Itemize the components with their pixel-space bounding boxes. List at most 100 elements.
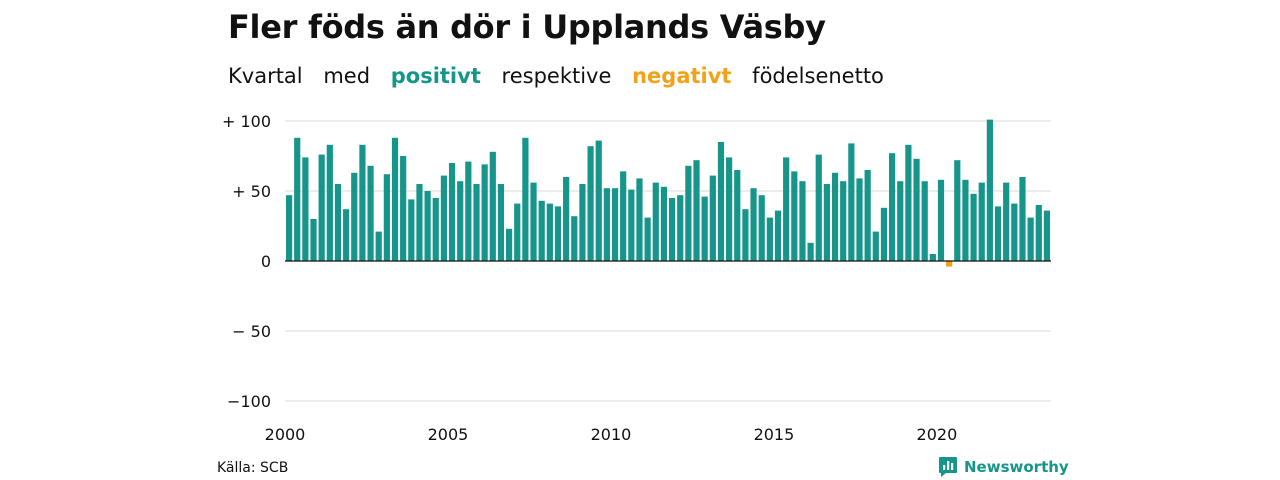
- bar: [587, 146, 594, 261]
- bar: [823, 184, 831, 261]
- bar: [734, 170, 741, 261]
- bar: [505, 228, 513, 261]
- bar: [440, 175, 448, 261]
- bar: [840, 181, 847, 261]
- bar: [620, 171, 627, 261]
- bar: [481, 164, 488, 261]
- bar: [848, 143, 855, 261]
- bar: [294, 137, 301, 261]
- bar: [391, 137, 399, 261]
- brand-name: Newsworthy: [964, 458, 1069, 476]
- bar: [628, 189, 635, 261]
- bar: [1003, 182, 1010, 261]
- bar: [554, 206, 562, 261]
- bar: [334, 184, 342, 261]
- bar: [546, 203, 553, 261]
- x-tick-label: 2005: [428, 425, 469, 444]
- bar: [774, 210, 782, 261]
- bar: [799, 181, 806, 261]
- bar: [937, 179, 945, 261]
- bar: [905, 144, 912, 261]
- bar: [489, 151, 496, 261]
- bar: [457, 181, 464, 261]
- bar: [1043, 210, 1051, 261]
- subtitle-positive-label: positivt: [390, 64, 481, 88]
- bar: [318, 154, 325, 261]
- bar: [742, 209, 749, 261]
- bar: [497, 184, 505, 261]
- bar: [351, 172, 358, 261]
- bar: [864, 170, 871, 261]
- bar: [571, 216, 578, 261]
- bar: [514, 203, 521, 261]
- bar: [563, 177, 570, 261]
- bar: [791, 171, 798, 261]
- bar: [750, 188, 757, 261]
- bar: [677, 195, 684, 261]
- bar: [302, 157, 309, 261]
- brand-logo: Newsworthy: [938, 456, 1069, 478]
- source-note: Källa: SCB: [217, 460, 289, 476]
- bar: [970, 193, 977, 261]
- bar: [709, 175, 716, 261]
- subtitle-negative-label: negativt: [632, 64, 732, 88]
- x-tick-label: 2020: [917, 425, 958, 444]
- bar: [465, 161, 472, 261]
- bar: [783, 157, 790, 261]
- bar: [758, 195, 765, 261]
- bar: [367, 165, 374, 261]
- chart-title: Fler föds än dör i Upplands Väsby: [228, 8, 826, 46]
- bar: [285, 195, 293, 261]
- bar: [668, 198, 676, 261]
- x-tick-label: 2010: [591, 425, 632, 444]
- bar: [530, 182, 537, 261]
- subtitle-word: Kvartal: [228, 64, 303, 88]
- newsworthy-logo-icon: [939, 457, 957, 477]
- bar: [611, 188, 619, 261]
- bar: [1035, 205, 1042, 261]
- bar: [595, 140, 602, 261]
- subtitle-word: födelsenetto: [752, 64, 884, 88]
- bar: [1019, 177, 1026, 261]
- bar: [872, 231, 879, 261]
- bar: [375, 231, 382, 261]
- bar: [416, 184, 423, 261]
- bar: [310, 219, 317, 261]
- bar: [994, 206, 1002, 261]
- bar: [343, 209, 350, 261]
- bar: [717, 142, 725, 261]
- bar: [807, 242, 814, 261]
- bar: [603, 188, 610, 261]
- bar: [888, 153, 896, 261]
- bar: [701, 196, 708, 261]
- bar: [726, 157, 733, 261]
- bar: [946, 261, 953, 267]
- bar: [815, 154, 822, 261]
- bar: [856, 178, 863, 261]
- bar: [986, 119, 993, 261]
- bar: [538, 200, 545, 261]
- bar: [1011, 203, 1018, 261]
- bar: [880, 207, 888, 261]
- chart-subtitle: Kvartal med positivt respektive negativt…: [228, 64, 898, 88]
- bar: [400, 156, 407, 261]
- bar: [766, 217, 773, 261]
- bar: [424, 191, 431, 261]
- subtitle-word: respektive: [501, 64, 612, 88]
- x-tick-label: 2000: [265, 425, 306, 444]
- bar: [579, 184, 586, 261]
- bar: [1027, 217, 1034, 261]
- bar: [693, 160, 700, 261]
- bar: [954, 160, 961, 261]
- subtitle-word: med: [323, 64, 371, 88]
- bar: [897, 181, 904, 261]
- bar: [652, 182, 659, 261]
- bar: [636, 178, 643, 261]
- bar: [473, 184, 480, 261]
- x-tick-label: 2015: [754, 425, 795, 444]
- bar: [831, 172, 839, 261]
- y-tick-label: −100: [227, 392, 271, 411]
- bar: [359, 144, 366, 261]
- bar: [326, 144, 333, 261]
